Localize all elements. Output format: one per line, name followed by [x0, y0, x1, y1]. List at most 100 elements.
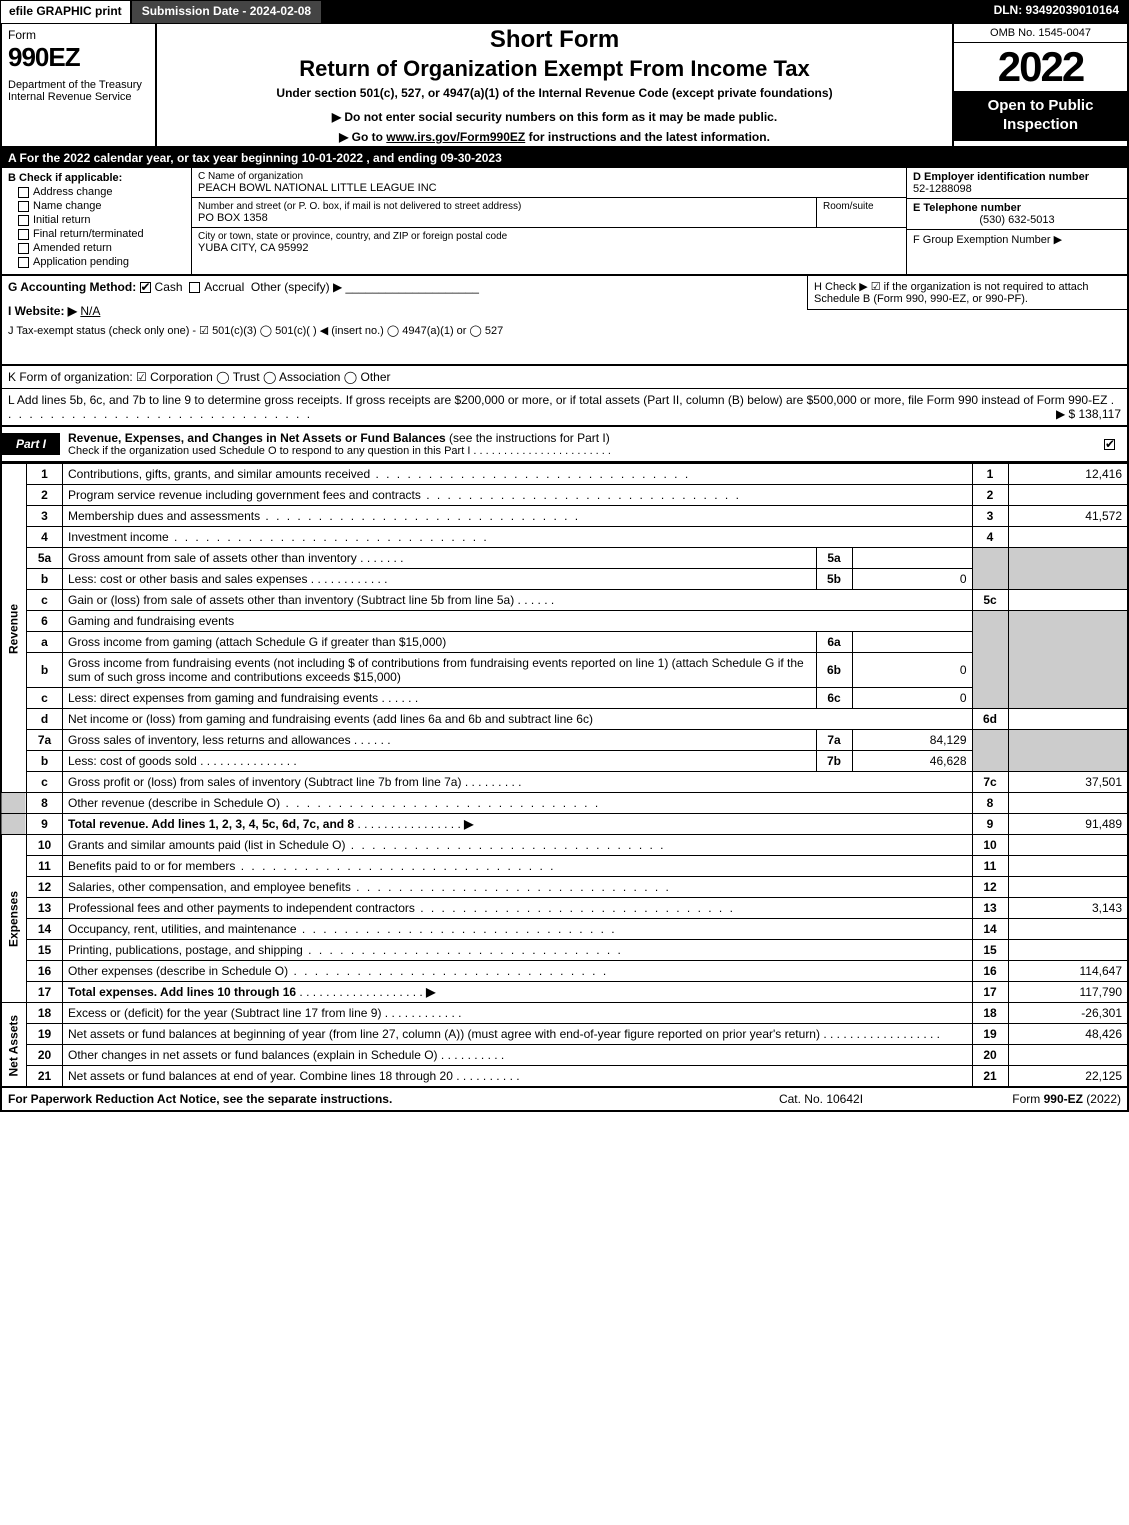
amt-18: -26,301	[1008, 1003, 1128, 1024]
header-left: Form 990EZ Department of the Treasury In…	[2, 24, 157, 146]
cell-org-name: C Name of organization PEACH BOWL NATION…	[192, 168, 906, 198]
side-blank-rev2	[1, 814, 27, 835]
side-net-assets: Net Assets	[1, 1003, 27, 1088]
ln-20: 20	[27, 1045, 63, 1066]
cell-group-exemption: F Group Exemption Number ▶	[907, 230, 1127, 249]
amt-3: 41,572	[1008, 506, 1128, 527]
side-blank-rev	[1, 793, 27, 814]
i-label: I Website: ▶	[8, 304, 77, 318]
efile-print-link[interactable]: efile GRAPHIC print	[0, 0, 131, 24]
sn-7a: 7a	[816, 730, 852, 751]
irs-link[interactable]: www.irs.gov/Form990EZ	[386, 130, 525, 144]
ln-6c: c	[27, 688, 63, 709]
ln-7c: c	[27, 772, 63, 793]
group-label: F Group Exemption Number ▶	[913, 234, 1062, 246]
amt-1: 12,416	[1008, 464, 1128, 485]
t-16: Other expenses (describe in Schedule O)	[63, 961, 973, 982]
amt-5c	[1008, 590, 1128, 611]
col-d-ids: D Employer identification number 52-1288…	[907, 168, 1127, 274]
ln-2: 2	[27, 485, 63, 506]
ln-3: 3	[27, 506, 63, 527]
samt-5a	[852, 548, 972, 569]
amt-15	[1008, 940, 1128, 961]
part1-sub: Check if the organization used Schedule …	[68, 445, 1088, 457]
subtitle-under: Under section 501(c), 527, or 4947(a)(1)…	[163, 86, 946, 100]
t-5b: Less: cost or other basis and sales expe…	[63, 569, 817, 590]
ln-7b: b	[27, 751, 63, 772]
t-1: Contributions, gifts, grants, and simila…	[63, 464, 973, 485]
t-18: Excess or (deficit) for the year (Subtra…	[63, 1003, 973, 1024]
section-b-to-f: B Check if applicable: Address change Na…	[0, 168, 1129, 276]
amt-7c: 37,501	[1008, 772, 1128, 793]
ck-cash[interactable]	[140, 282, 151, 293]
l-text: L Add lines 5b, 6c, and 7b to line 9 to …	[8, 393, 1107, 407]
samt-7a: 84,129	[852, 730, 972, 751]
ln-12: 12	[27, 877, 63, 898]
room-label: Room/suite	[823, 201, 900, 212]
form-number: 990EZ	[8, 42, 149, 73]
form-header: Form 990EZ Department of the Treasury In…	[0, 24, 1129, 148]
amt-10	[1008, 835, 1128, 856]
box-h: H Check ▶ ☑ if the organization is not r…	[807, 276, 1127, 310]
b-title: B Check if applicable:	[8, 172, 122, 184]
t-8: Other revenue (describe in Schedule O)	[63, 793, 973, 814]
ln-5c: c	[27, 590, 63, 611]
sn-6c: 6c	[816, 688, 852, 709]
ln-11: 11	[27, 856, 63, 877]
section-g-to-j: H Check ▶ ☑ if the organization is not r…	[0, 276, 1129, 366]
ck-application-pending[interactable]: Application pending	[18, 256, 185, 268]
cell-city: City or town, state or province, country…	[192, 228, 906, 257]
rn-7c: 7c	[972, 772, 1008, 793]
side-expenses: Expenses	[1, 835, 27, 1003]
grey-5	[972, 548, 1008, 590]
col-c-org-info: C Name of organization PEACH BOWL NATION…	[192, 168, 907, 274]
ck-address-change[interactable]: Address change	[18, 186, 185, 198]
ln-17: 17	[27, 982, 63, 1003]
phone-label: E Telephone number	[913, 202, 1021, 214]
grey-7	[972, 730, 1008, 772]
rn-20: 20	[972, 1045, 1008, 1066]
footer-paperwork: For Paperwork Reduction Act Notice, see …	[8, 1092, 721, 1106]
ck-initial-return[interactable]: Initial return	[18, 214, 185, 226]
t-3: Membership dues and assessments	[63, 506, 973, 527]
tax-year: 2022	[954, 43, 1127, 91]
t-12: Salaries, other compensation, and employ…	[63, 877, 973, 898]
ck-name-change[interactable]: Name change	[18, 200, 185, 212]
t-6b: Gross income from fundraising events (no…	[63, 653, 817, 688]
title-short-form: Short Form	[163, 26, 946, 54]
org-name-label: C Name of organization	[198, 171, 900, 182]
omb-number: OMB No. 1545-0047	[954, 24, 1127, 43]
samt-7b: 46,628	[852, 751, 972, 772]
g-accrual: Accrual	[204, 280, 244, 294]
rn-9: 9	[972, 814, 1008, 835]
ck-final-return[interactable]: Final return/terminated	[18, 228, 185, 240]
rn-6d: 6d	[972, 709, 1008, 730]
arrow-icon-9: ▶	[464, 817, 473, 831]
t-6: Gaming and fundraising events	[63, 611, 973, 632]
amt-4	[1008, 527, 1128, 548]
amt-8	[1008, 793, 1128, 814]
t-20: Other changes in net assets or fund bala…	[63, 1045, 973, 1066]
side-revenue: Revenue	[1, 464, 27, 793]
website: N/A	[80, 304, 100, 318]
ck-accrual[interactable]	[189, 282, 200, 293]
note-goto: ▶ Go to www.irs.gov/Form990EZ for instru…	[163, 130, 946, 144]
part1-tab: Part I	[2, 433, 60, 455]
sn-7b: 7b	[816, 751, 852, 772]
samt-6a	[852, 632, 972, 653]
t-2: Program service revenue including govern…	[63, 485, 973, 506]
city: YUBA CITY, CA 95992	[198, 242, 900, 254]
amt-14	[1008, 919, 1128, 940]
ln-19: 19	[27, 1024, 63, 1045]
t-13: Professional fees and other payments to …	[63, 898, 973, 919]
grey-6	[972, 611, 1008, 709]
ck-amended-return[interactable]: Amended return	[18, 242, 185, 254]
rn-8: 8	[972, 793, 1008, 814]
ln-10: 10	[27, 835, 63, 856]
ln-7a: 7a	[27, 730, 63, 751]
amt-11	[1008, 856, 1128, 877]
grey-5-amt	[1008, 548, 1128, 590]
submission-date: Submission Date - 2024-02-08	[131, 0, 322, 24]
street-label: Number and street (or P. O. box, if mail…	[198, 201, 810, 212]
part1-schedule-o-check[interactable]	[1096, 433, 1127, 455]
